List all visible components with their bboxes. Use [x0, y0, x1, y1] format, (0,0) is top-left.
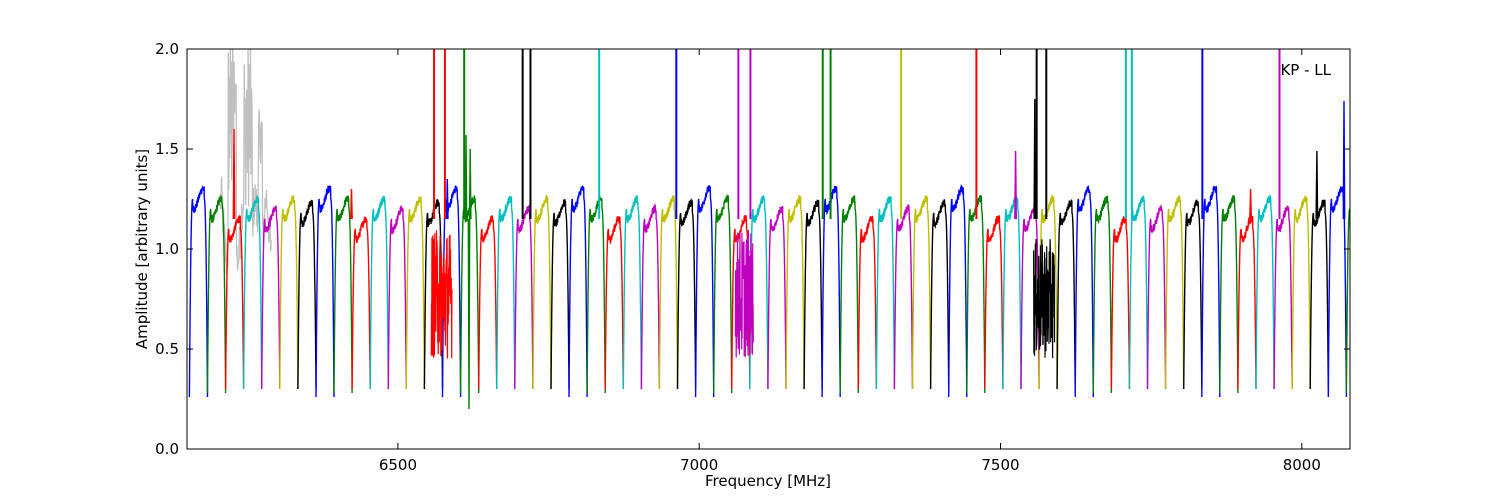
channel-series-line [948, 184, 968, 398]
peak-mark [1014, 150, 1017, 220]
channel-series-line [694, 185, 715, 398]
channel-series-line [333, 195, 353, 394]
channel-series-line [369, 195, 389, 390]
channel-series-line [767, 205, 787, 390]
channel-series-line [1092, 195, 1113, 394]
peak-mark [464, 134, 468, 220]
y-axis-ticks: 0.0 0.5 1.0 1.5 2.0 [155, 40, 1350, 458]
channel-series-line [1309, 199, 1329, 390]
peak-mark [1249, 188, 1252, 220]
rfi-spike-layer [433, 49, 1281, 219]
channel-series-line [622, 195, 643, 390]
channel-series-line [749, 195, 769, 390]
channel-series-line [875, 195, 896, 390]
y-tick-label: 0.0 [155, 440, 179, 458]
y-tick-label: 1.5 [155, 140, 179, 158]
channel-series-line [261, 205, 281, 390]
channel-series-line [188, 185, 209, 398]
noisy-channel-trace [430, 230, 453, 359]
peak-mark [1033, 98, 1037, 220]
peak-mark [1315, 150, 1319, 220]
channel-series-line [1110, 216, 1131, 390]
channel-series-line [550, 199, 570, 390]
peak-mark [445, 178, 449, 220]
channel-series-line [640, 202, 661, 390]
channel-series-line [1038, 195, 1058, 390]
x-axis-ticks: 6500 7000 7500 8000 [379, 49, 1321, 474]
channel-series-line [1201, 185, 1221, 398]
y-tick-label: 1.0 [155, 240, 179, 258]
channel-series-line [1237, 215, 1257, 390]
background-traces [219, 49, 272, 275]
channel-series-line [1164, 195, 1185, 390]
channel-series-line [1255, 195, 1275, 390]
x-tick-label: 8000 [1283, 456, 1321, 474]
channel-series-line [929, 199, 950, 390]
channel-series-line [1074, 185, 1094, 398]
channel-series-line [676, 197, 697, 390]
channel-series-line [568, 185, 588, 398]
channel-series-line [351, 216, 371, 390]
chart-annotation: KP - LL [1280, 61, 1331, 79]
peak-mark [350, 188, 353, 220]
channel-series-line [315, 185, 335, 398]
channel-series-line [478, 215, 498, 390]
channel-series-line [1002, 195, 1022, 390]
peak-mark [1342, 100, 1346, 220]
channel-series-line [1183, 199, 1203, 390]
channel-series-line [1219, 195, 1239, 394]
channel-series-line [224, 215, 245, 390]
channel-series-line [1056, 199, 1076, 390]
y-axis-label: Amplitude [arbitrary units] [133, 149, 151, 349]
noisy-channel-trace [1033, 238, 1056, 359]
channel-series-line [242, 195, 263, 390]
grey-background-trace [219, 49, 272, 275]
channel-series-line [731, 215, 751, 390]
channel-series-line [893, 203, 914, 390]
channel-series-line [857, 215, 878, 390]
channel-series-line [785, 195, 805, 390]
channel-series-line [586, 195, 606, 394]
channel-series-line [1146, 203, 1167, 390]
y-tick-label: 2.0 [155, 40, 179, 58]
channel-series-line [1273, 204, 1293, 390]
x-tick-label: 6500 [379, 456, 417, 474]
series-layer [188, 98, 1350, 410]
channel-series-line [279, 194, 299, 390]
channel-series-line [839, 195, 859, 394]
channel-series-line [911, 195, 932, 390]
channel-series-line [387, 205, 407, 390]
channel-series-line [604, 216, 624, 390]
x-axis-label: Frequency [MHz] [705, 472, 831, 490]
channel-series-line [1020, 205, 1040, 390]
channel-series-line [803, 199, 823, 390]
channel-series-line [658, 194, 679, 390]
channel-series-line [297, 199, 317, 390]
channel-series-line [496, 195, 516, 390]
x-tick-label: 7000 [680, 456, 718, 474]
peak-mark [467, 218, 471, 410]
channel-series-line [984, 215, 1004, 390]
y-tick-label: 0.5 [155, 340, 179, 358]
channel-series-line [206, 195, 227, 394]
noisy-channel-trace [734, 229, 754, 358]
peak-mark [468, 148, 472, 220]
peak-mark [232, 128, 236, 220]
channel-series-line [514, 203, 534, 390]
x-tick-label: 7500 [981, 456, 1019, 474]
channel-series-line [532, 195, 552, 390]
channel-series-line [405, 195, 426, 390]
channel-series-line [1291, 195, 1311, 390]
channel-series-line [713, 193, 733, 394]
channel-series-line [1345, 208, 1350, 394]
